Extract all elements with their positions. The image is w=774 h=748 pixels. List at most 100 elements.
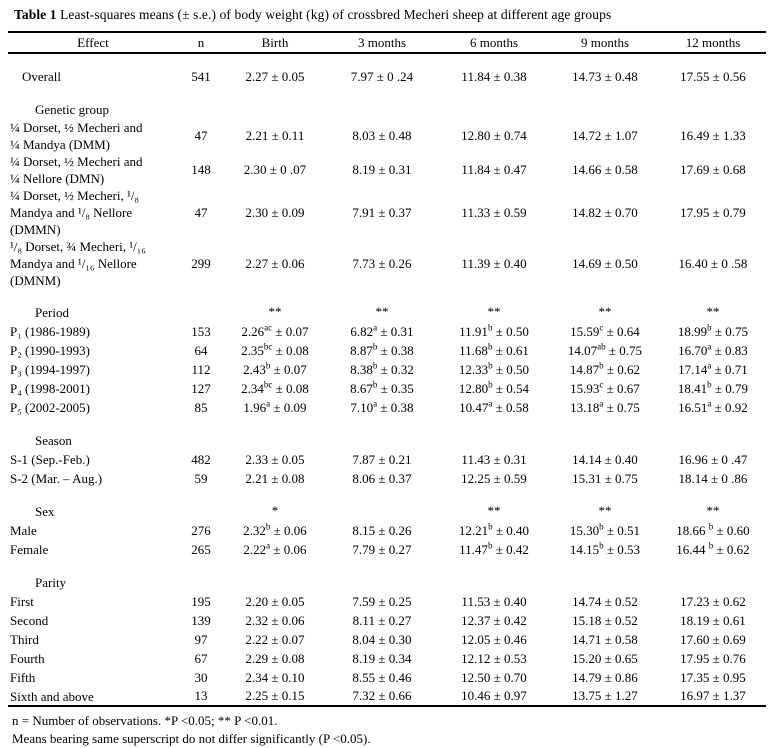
table-title-text: Least-squares means (± s.e.) of body wei… bbox=[56, 7, 612, 22]
value-cell: 276 bbox=[191, 522, 211, 538]
value-cell: 11.43 ± 0.31 bbox=[461, 451, 527, 467]
value-cell bbox=[178, 99, 224, 119]
table-row: P₁ (1986-1989) 153 2.26ac ± 0.07 6.82a ± 0.… bbox=[8, 322, 766, 341]
value-cell: 8.19 ± 0.31 bbox=[352, 162, 412, 177]
significance-superscript: b bbox=[488, 521, 493, 532]
table-row: Female 265 2.22a ± 0.06 7.79 ± 0.27 11.47b ±… bbox=[8, 540, 766, 559]
value-cell: 15.31 ± 0.75 bbox=[572, 470, 638, 486]
value-cell: 17.55 ± 0.56 bbox=[680, 68, 746, 84]
value-cell: 14.14 ± 0.40 bbox=[572, 451, 638, 467]
value-cell: 13.75 ± 1.27 bbox=[572, 688, 638, 703]
value-cell: 12.12 ± 0.53 bbox=[461, 650, 527, 666]
value-cell: 2.21 ± 0.08 bbox=[245, 470, 305, 486]
value-cell: 11.53 ± 0.40 bbox=[461, 593, 527, 609]
value-cell: 47 bbox=[194, 204, 208, 220]
value-cell: 8.55 ± 0.46 bbox=[352, 669, 412, 685]
effect-label: S-1 (Sep.-Feb.) bbox=[10, 452, 90, 467]
value-cell: 12.05 ± 0.46 bbox=[461, 631, 527, 647]
table-footnotes: n = Number of observations. *P <0.05; **… bbox=[12, 712, 766, 748]
value-cell bbox=[326, 430, 438, 450]
effect-label: Genetic group bbox=[35, 101, 110, 117]
value-cell bbox=[326, 501, 438, 521]
effect-label: P₁ (1986-1989) bbox=[10, 324, 90, 339]
spacer-cell bbox=[8, 86, 766, 99]
value-cell: 8.04 ± 0.30 bbox=[352, 631, 412, 647]
effect-label: Overall bbox=[22, 69, 61, 84]
table-row: ¹/₈ Dorset, ¾ Mecheri, ¹/₁₆ Mandya and ¹… bbox=[8, 238, 766, 289]
results-table: Effect n Birth 3 months 6 months 9 months 12 m… bbox=[8, 31, 766, 707]
value-cell: 195 bbox=[191, 593, 211, 609]
value-cell: 16.70a ± 0.83 bbox=[678, 341, 748, 358]
significance-superscript: b bbox=[488, 360, 493, 371]
value-cell: 2.25 ± 0.15 bbox=[245, 688, 305, 703]
value-cell: 14.07ab ± 0.75 bbox=[567, 341, 643, 358]
value-cell bbox=[178, 302, 224, 322]
value-cell: 59 bbox=[194, 470, 208, 486]
value-cell: 7.73 ± 0.26 bbox=[352, 255, 412, 271]
spacer-row bbox=[8, 289, 766, 302]
table-row: ¼ Dorset, ½ Mecheri and ¼ Mandya (DMM) 47… bbox=[8, 119, 766, 153]
significance-superscript: a bbox=[488, 398, 493, 409]
value-cell bbox=[550, 572, 660, 592]
value-cell bbox=[178, 501, 224, 521]
significance-superscript: b bbox=[487, 322, 493, 333]
value-cell: 2.34bc ± 0.08 bbox=[241, 379, 309, 396]
effect-label: S-2 (Mar. – Aug.) bbox=[10, 471, 103, 486]
table-row: P₄ (1998-2001) 127 2.34bc ± 0.08 8.67b ± 0.… bbox=[8, 379, 766, 398]
value-cell bbox=[438, 430, 550, 450]
value-cell: 2.27 ± 0.05 bbox=[245, 68, 305, 84]
value-cell: ** bbox=[706, 304, 720, 319]
category-row: Parity bbox=[8, 572, 766, 592]
significance-superscript: b bbox=[708, 540, 714, 551]
value-cell bbox=[224, 572, 326, 592]
value-cell: 10.47a ± 0.58 bbox=[459, 398, 529, 415]
effect-label: Period bbox=[35, 304, 69, 320]
table-row: ¼ Dorset, ½ Mecheri and ¼ Nellore (DMN) 1… bbox=[8, 153, 766, 187]
value-cell: 8.19 ± 0.34 bbox=[352, 650, 412, 666]
value-cell: 14.79 ± 0.86 bbox=[572, 669, 638, 685]
value-cell: 12.80b ± 0.54 bbox=[458, 379, 530, 396]
value-cell: 16.51a ± 0.92 bbox=[678, 398, 748, 415]
significance-superscript: a bbox=[707, 341, 712, 352]
value-cell bbox=[438, 572, 550, 592]
value-cell: 11.91b ± 0.50 bbox=[459, 322, 529, 339]
value-cell: 18.99b ± 0.75 bbox=[677, 322, 749, 339]
value-cell: 11.84 ± 0.38 bbox=[461, 68, 527, 84]
value-cell: 139 bbox=[191, 612, 211, 628]
value-cell: 14.73 ± 0.48 bbox=[572, 68, 638, 84]
value-cell: 15.93c ± 0.67 bbox=[570, 379, 640, 396]
effect-label: Sex bbox=[35, 503, 55, 519]
value-cell: 85 bbox=[194, 399, 208, 415]
column-header: 9 months bbox=[580, 34, 630, 50]
value-cell: 47 bbox=[194, 128, 208, 143]
effect-label: Fourth bbox=[10, 651, 45, 666]
value-cell: ** bbox=[706, 503, 720, 518]
value-cell: 15.20 ± 0.65 bbox=[572, 650, 638, 666]
table-row: Overall 541 2.27 ± 0.05 7.97 ± 0 .24 11.84 ±… bbox=[8, 67, 766, 86]
table-row: Second 139 2.32 ± 0.06 8.11 ± 0.27 12.37 ± 0… bbox=[8, 611, 766, 630]
value-cell: 8.03 ± 0.48 bbox=[352, 128, 412, 143]
value-cell: 16.96 ± 0 .47 bbox=[678, 451, 748, 467]
effect-label: First bbox=[10, 594, 34, 609]
value-cell bbox=[224, 99, 326, 119]
value-cell: 2.30 ± 0 .07 bbox=[243, 162, 307, 177]
significance-superscript: ab bbox=[597, 341, 606, 352]
value-cell: 18.66 b ± 0.60 bbox=[676, 521, 750, 538]
value-cell: 127 bbox=[191, 380, 211, 396]
table-body: Overall 541 2.27 ± 0.05 7.97 ± 0 .24 11.84 ±… bbox=[8, 53, 766, 706]
effect-label: Season bbox=[35, 432, 72, 448]
value-cell bbox=[660, 430, 766, 450]
value-cell bbox=[178, 430, 224, 450]
value-cell bbox=[438, 99, 550, 119]
value-cell: 7.32 ± 0.66 bbox=[352, 688, 412, 703]
value-cell: 2.30 ± 0.09 bbox=[245, 204, 305, 220]
table-row: Male 276 2.32b ± 0.06 8.15 ± 0.26 12.21b ± 0… bbox=[8, 521, 766, 540]
effect-label: Female bbox=[10, 542, 49, 557]
value-cell: 8.06 ± 0.37 bbox=[352, 470, 412, 486]
significance-superscript: b bbox=[372, 360, 378, 371]
value-cell: * bbox=[271, 503, 279, 518]
value-cell: 2.35bc ± 0.08 bbox=[241, 341, 309, 358]
value-cell: 12.37 ± 0.42 bbox=[461, 612, 527, 628]
value-cell: 67 bbox=[194, 650, 208, 666]
table-row: S-2 (Mar. – Aug.) 59 2.21 ± 0.08 8.06 ± 0.3… bbox=[8, 469, 766, 488]
